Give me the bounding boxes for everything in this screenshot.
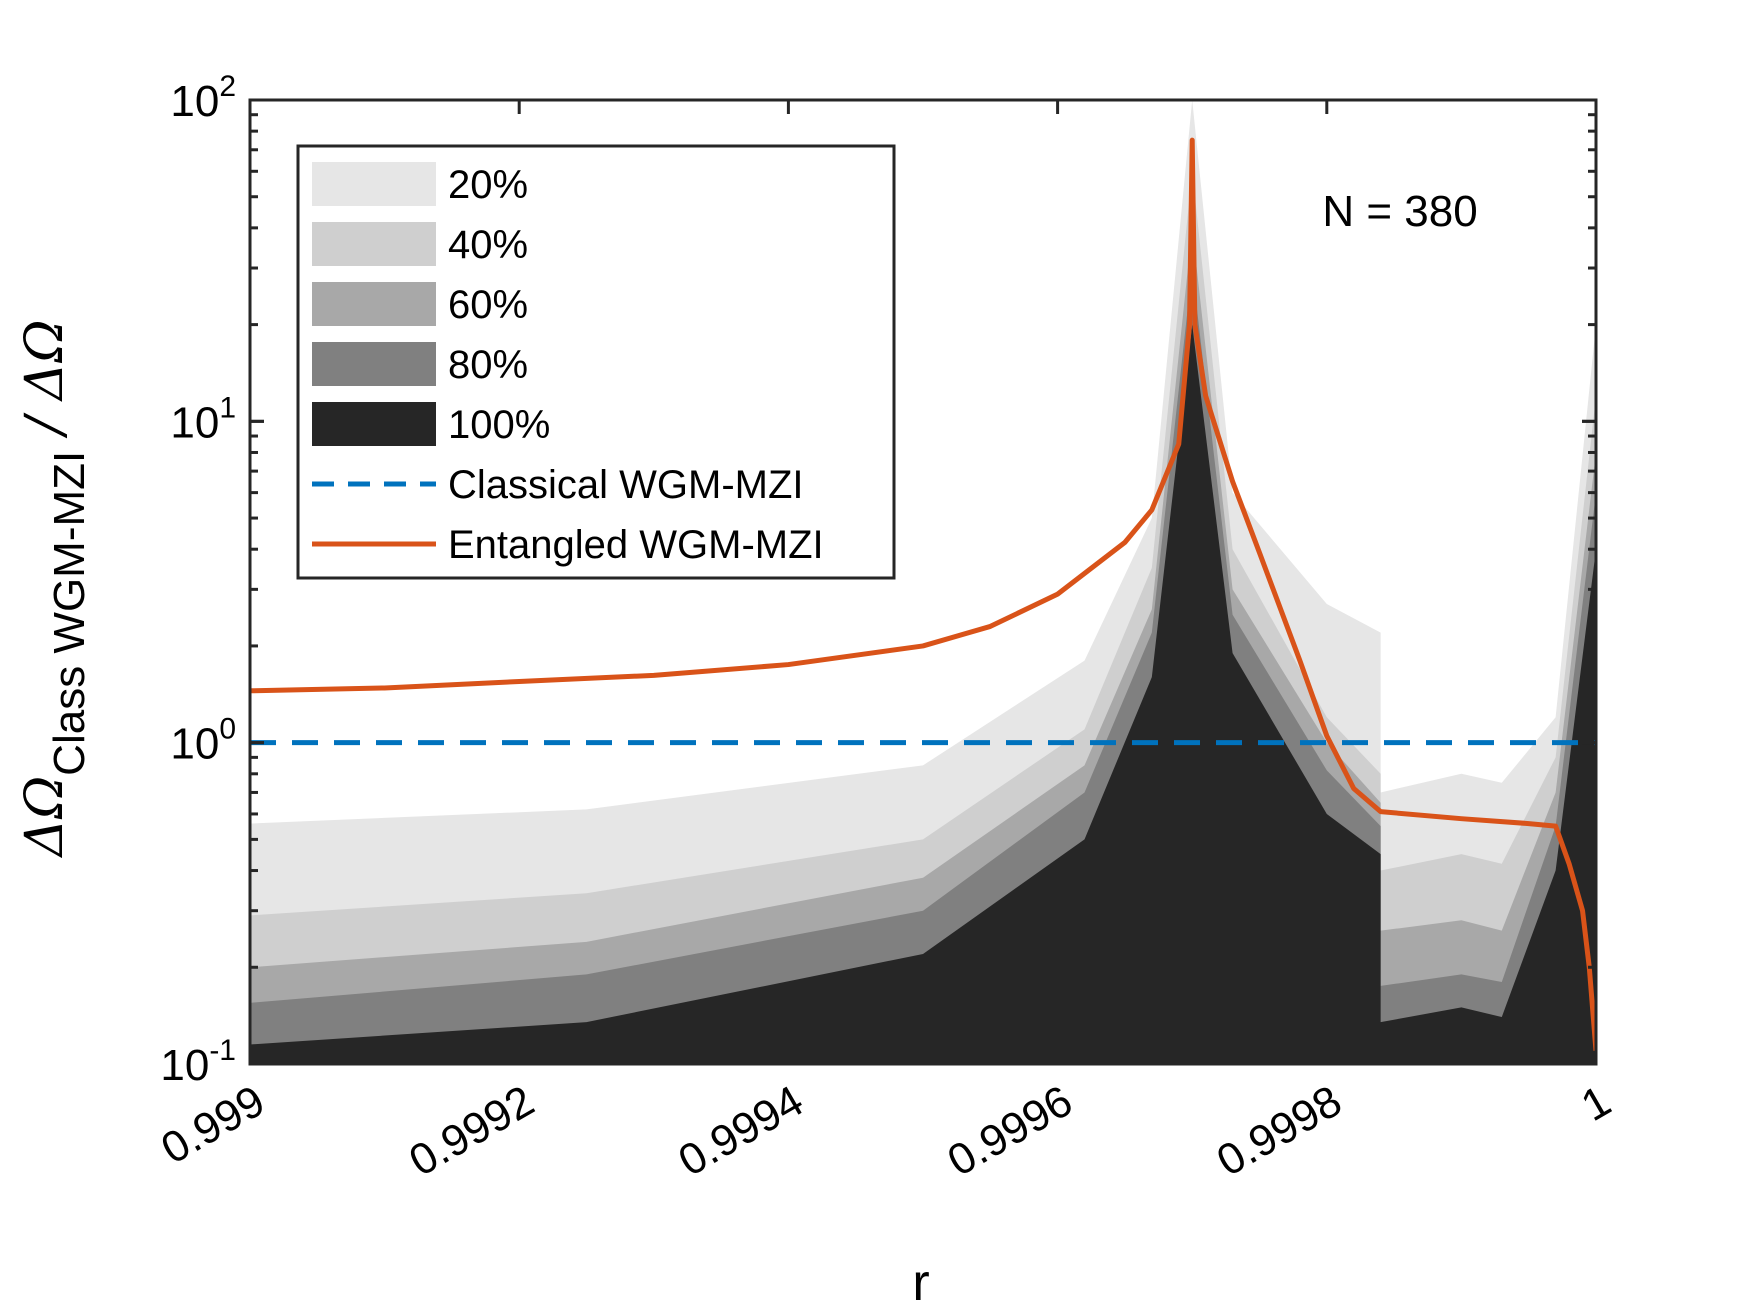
legend: 20% 40% 60% 80% 100% Classical WGM-MZI Entangl… xyxy=(296,144,896,580)
legend-label: 100% xyxy=(448,403,550,447)
y-tick-label-exponent: 2 xyxy=(219,70,236,103)
legend-swatch-40pct xyxy=(312,222,436,266)
legend-swatch-20pct xyxy=(312,162,436,206)
axes-box xyxy=(248,98,1598,1066)
y-tick-label-base: 10 xyxy=(170,720,219,769)
y-tick-label-base: 10 xyxy=(170,398,219,447)
legend-swatch-100pct xyxy=(312,402,436,446)
legend-label: 20% xyxy=(448,163,528,207)
series-line-entangled xyxy=(250,137,1596,1051)
plot-area xyxy=(250,100,1596,1064)
y-axis-label-prefix: ΔΩ xyxy=(15,776,75,859)
y-tick-label-base: 10 xyxy=(170,77,219,126)
y-tick-label: 10-1 xyxy=(160,1034,236,1090)
legend-label: Entangled WGM-MZI xyxy=(448,523,824,567)
axes-frame xyxy=(248,98,1598,1066)
y-tick-label-exponent: 1 xyxy=(219,391,236,424)
y-tick-label-exponent: 0 xyxy=(219,713,236,746)
legend-label: 60% xyxy=(448,283,528,327)
y-axis-label-subscript: Class WGM-MZI xyxy=(45,451,94,776)
legend-label: 80% xyxy=(448,343,528,387)
y-tick-label: 102 xyxy=(170,70,236,126)
legend-label: Classical WGM-MZI xyxy=(448,463,804,507)
y-tick-label: 101 xyxy=(170,391,236,447)
y-axis-label-suffix: / ΔΩ xyxy=(15,320,75,451)
x-axis-label: r xyxy=(912,1254,929,1312)
y-axis-label: ΔΩClass WGM-MZI / ΔΩ xyxy=(15,320,94,859)
y-tick-label-base: 10 xyxy=(160,1041,209,1090)
annotation-n: N = 380 xyxy=(1322,187,1477,236)
legend-swatch-60pct xyxy=(312,282,436,326)
y-tick-label-exponent: -1 xyxy=(209,1034,236,1067)
y-tick-label: 100 xyxy=(170,713,236,769)
legend-swatch-80pct xyxy=(312,342,436,386)
legend-label: 40% xyxy=(448,223,528,267)
band-100pct xyxy=(250,324,1596,1064)
